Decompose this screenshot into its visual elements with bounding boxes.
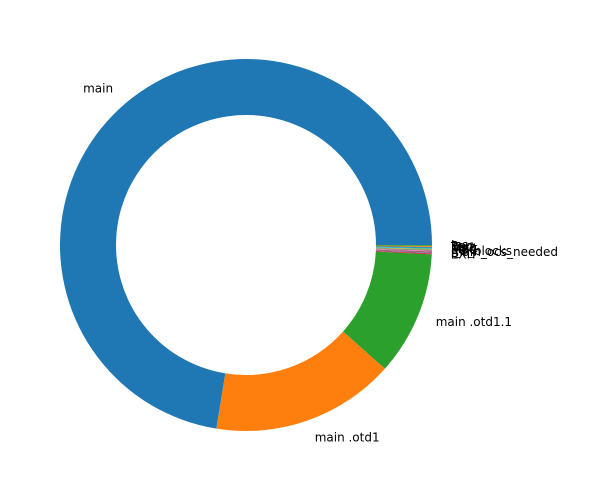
slice-label-ins: Ins: [451, 238, 468, 252]
slice-label-main-otd1-1: main .otd1.1: [436, 315, 512, 329]
slice-main-otd1: [216, 331, 385, 431]
slices-group: [60, 59, 432, 431]
slice-label-main: main: [83, 81, 113, 95]
slice-label-main-otd1: main .otd1: [315, 431, 380, 445]
